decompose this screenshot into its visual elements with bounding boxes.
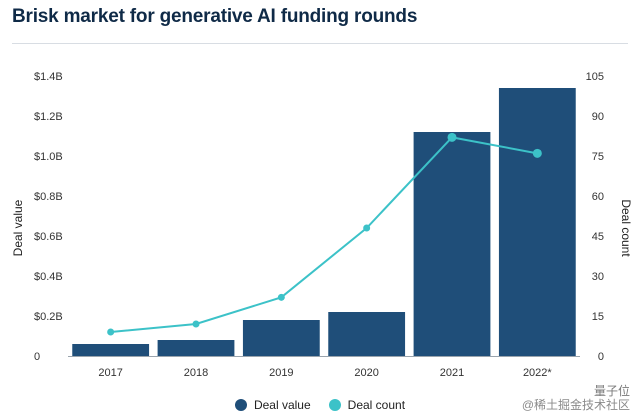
bar-series — [68, 88, 580, 357]
point-deal-count — [532, 148, 542, 158]
left-axis-ticks: 0 $0.2B $0.4B $0.6B $0.8B $1.0B $1.2B $1.4B — [34, 71, 63, 363]
bar-deal-value — [157, 340, 235, 356]
bar-deal-value — [242, 320, 320, 356]
legend-swatch-deal-value — [234, 399, 247, 411]
x-tick-label: 2021 — [440, 367, 464, 379]
right-tick-label: 30 — [592, 271, 604, 283]
x-tick-label: 2017 — [98, 367, 122, 379]
left-tick-label: $1.0B — [34, 151, 63, 163]
left-tick-label: $0.8B — [34, 191, 63, 203]
x-tick-label: 2019 — [269, 367, 293, 379]
legend-swatch-deal-count — [328, 399, 341, 411]
watermark-bottom-text: @稀土掘金技术社区 — [521, 398, 630, 412]
deal-count-line — [110, 136, 538, 333]
right-tick-label: 45 — [592, 231, 604, 243]
right-tick-label: 105 — [586, 71, 604, 83]
legend-item-deal-value: Deal value — [234, 398, 311, 412]
point-deal-count — [107, 328, 115, 336]
x-tick-label: 2022* — [523, 367, 552, 379]
left-tick-label: $0.4B — [34, 271, 63, 283]
left-tick-label: $1.2B — [34, 111, 63, 123]
chart-legend: Deal value Deal count — [0, 396, 640, 414]
bar-deal-value — [413, 132, 491, 356]
right-tick-label: 90 — [592, 111, 604, 123]
point-deal-count — [363, 224, 371, 232]
x-tick-label: 2018 — [184, 367, 208, 379]
x-tick-label: 2020 — [354, 367, 378, 379]
line-series — [107, 132, 542, 336]
legend-label-deal-value: Deal value — [253, 398, 311, 412]
legend-label-deal-count: Deal count — [347, 398, 406, 412]
chart-title: Brisk market for generative AI funding r… — [12, 6, 418, 27]
left-tick-label: $1.4B — [34, 71, 63, 83]
right-tick-label: 75 — [592, 151, 604, 163]
bar-deal-value — [328, 312, 406, 356]
right-tick-label: 60 — [592, 191, 604, 203]
right-tick-label: 15 — [592, 311, 604, 323]
x-axis-ticks: 2017 2018 2019 2020 2021 2022* — [98, 367, 552, 379]
watermark-top-text: 量子位 — [593, 384, 630, 398]
legend-item-deal-count: Deal count — [328, 398, 406, 412]
right-tick-label: 0 — [598, 351, 604, 363]
left-tick-label: 0 — [34, 351, 40, 363]
left-axis-title: Deal value — [11, 199, 25, 256]
point-deal-count — [192, 320, 200, 328]
title-divider — [12, 43, 628, 44]
watermark: 量子位 @稀土掘金技术社区 — [522, 384, 630, 412]
bar-deal-value — [498, 88, 576, 356]
point-deal-count — [447, 132, 457, 142]
bar-deal-value — [72, 344, 150, 356]
point-deal-count — [277, 293, 285, 301]
right-axis-ticks: 0 15 30 45 60 75 90 105 — [586, 71, 604, 363]
right-axis-title: Deal count — [619, 199, 633, 257]
left-tick-label: $0.6B — [34, 231, 63, 243]
left-tick-label: $0.2B — [34, 311, 63, 323]
